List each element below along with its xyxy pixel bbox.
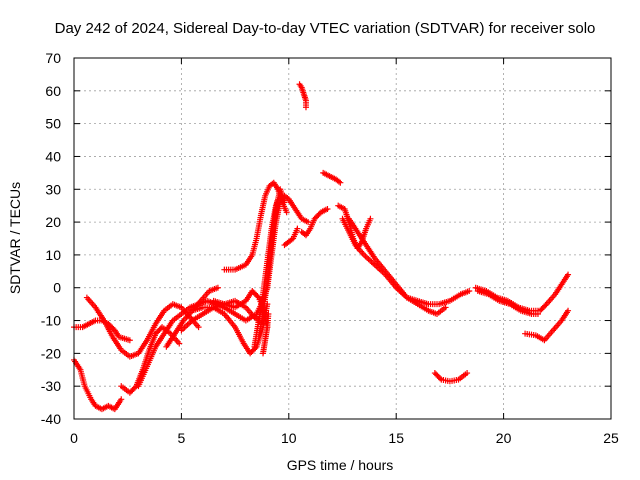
series-arc-14 (260, 310, 272, 357)
data-point (265, 310, 272, 317)
x-tick-label: 10 (281, 430, 297, 446)
series-arc-17 (296, 81, 309, 111)
x-tick-label: 0 (70, 430, 78, 446)
x-tick-label: 20 (496, 430, 512, 446)
y-tick-label: -20 (41, 345, 61, 361)
data-point (324, 205, 331, 212)
data-point (565, 307, 572, 314)
data-point (464, 370, 471, 377)
data-point (281, 199, 288, 206)
data-point (195, 324, 202, 331)
data-point (437, 375, 444, 382)
data-point (132, 384, 139, 391)
y-tick-label: -30 (41, 378, 61, 394)
y-tick-label: 50 (45, 116, 61, 132)
grid-lines (74, 58, 611, 419)
x-tick-label: 5 (178, 430, 186, 446)
series-arc-13 (251, 196, 282, 350)
y-tick-label: -10 (41, 313, 61, 329)
y-tick-label: 20 (45, 214, 61, 230)
series-arc-9 (210, 288, 271, 331)
y-tick-label: -40 (41, 411, 61, 427)
series-arc-24 (474, 288, 541, 317)
y-tick-label: 70 (45, 50, 61, 66)
data-point (254, 293, 261, 300)
series-arc-18 (320, 169, 344, 186)
data-point (118, 396, 125, 403)
x-axis-label: GPS time / hours (287, 457, 394, 473)
data-point (302, 104, 309, 111)
x-tick-label: 25 (603, 430, 619, 446)
data-point (466, 288, 473, 295)
data-point (294, 225, 301, 232)
y-tick-label: 30 (45, 181, 61, 197)
series-arc-16 (298, 205, 331, 239)
data-point (275, 196, 282, 203)
data-point (442, 304, 449, 311)
data-point (126, 337, 133, 344)
data-point (283, 209, 290, 216)
data-point (565, 271, 572, 278)
series-arc-2 (71, 317, 133, 344)
y-tick-label: 0 (53, 280, 61, 296)
x-tick-label: 15 (388, 430, 404, 446)
data-marks (71, 81, 572, 413)
series-arc-25 (522, 307, 572, 344)
data-point (337, 179, 344, 186)
series-arc-15 (281, 225, 301, 249)
plot-frame (73, 57, 612, 420)
data-point (367, 215, 374, 222)
series-arc-21 (345, 215, 449, 317)
data-point (214, 284, 221, 291)
data-point (176, 340, 183, 347)
data-point (542, 302, 549, 309)
axis-ticks: 0 5 10 15 20 25 -40 -30 -20 -10 0 10 20 30 40 50 60 70 (41, 50, 619, 446)
data-point (534, 310, 541, 317)
y-tick-label: 10 (45, 247, 61, 263)
chart-title: Day 242 of 2024, Sidereal Day-to-day VTE… (55, 20, 596, 37)
series-arc-1 (71, 356, 125, 413)
y-tick-label: 60 (45, 83, 61, 99)
data-point (305, 219, 312, 226)
y-axis-label: SDTVAR / TECUs (7, 182, 23, 294)
y-tick-label: 40 (45, 148, 61, 164)
series-arc-22 (431, 370, 471, 385)
